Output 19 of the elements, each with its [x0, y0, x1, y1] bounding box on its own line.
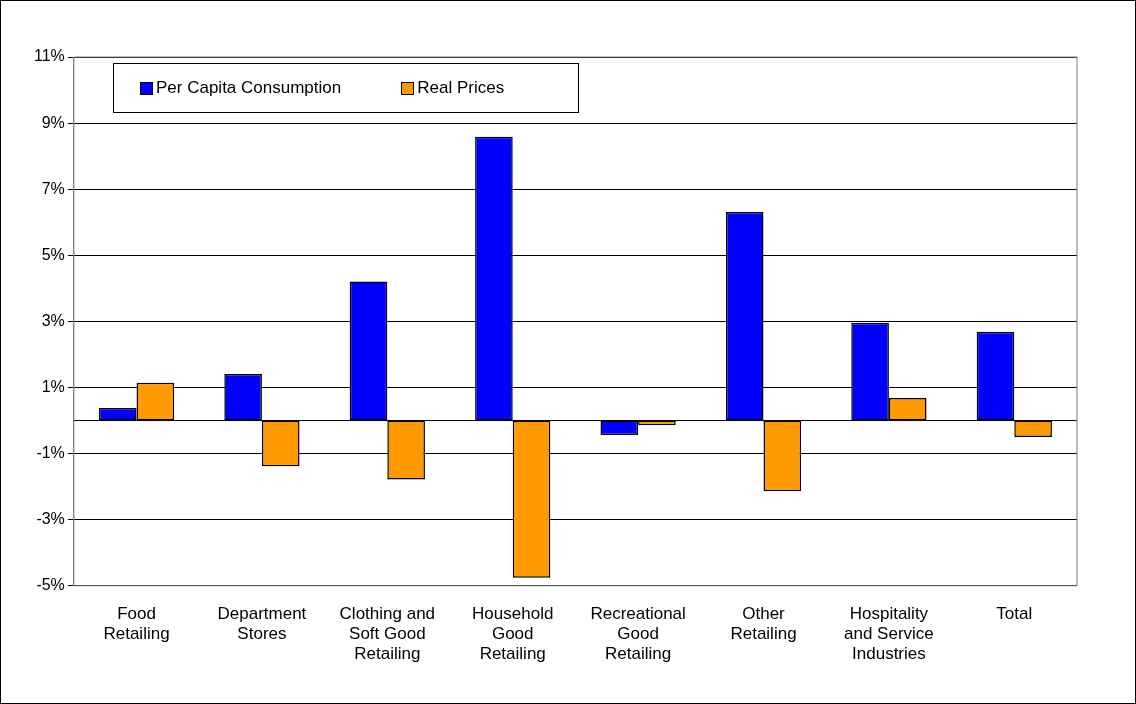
legend-label: Per Capita Consumption	[156, 78, 342, 98]
y-tick-label: 7%	[41, 179, 65, 197]
x-tick-label: Total	[996, 603, 1033, 623]
y-tick-label: 9%	[41, 113, 65, 131]
legend-label: Real Prices	[417, 78, 505, 98]
y-tick-label: -3%	[36, 510, 65, 528]
y-tick-label: 3%	[41, 311, 65, 329]
y-tick-label: 11%	[33, 47, 65, 65]
x-tick-label: Department Stores	[217, 603, 307, 644]
y-tick-label: 1%	[41, 377, 65, 395]
y-tick-label: -5%	[36, 576, 65, 594]
x-tick-label: Food Retailing	[103, 603, 170, 644]
x-tick-label: Clothing and Soft Good Retailing	[339, 603, 436, 664]
x-tick-label: Household Good Retailing	[472, 603, 554, 664]
y-tick-label: -1%	[36, 444, 65, 462]
x-tick-label: Other Retailing	[730, 603, 797, 644]
x-tick-label: Recreational Good Retailing	[590, 603, 686, 664]
x-tick-label: Hospitality and Service Industries	[844, 603, 934, 664]
y-tick-label: 5%	[41, 245, 65, 263]
